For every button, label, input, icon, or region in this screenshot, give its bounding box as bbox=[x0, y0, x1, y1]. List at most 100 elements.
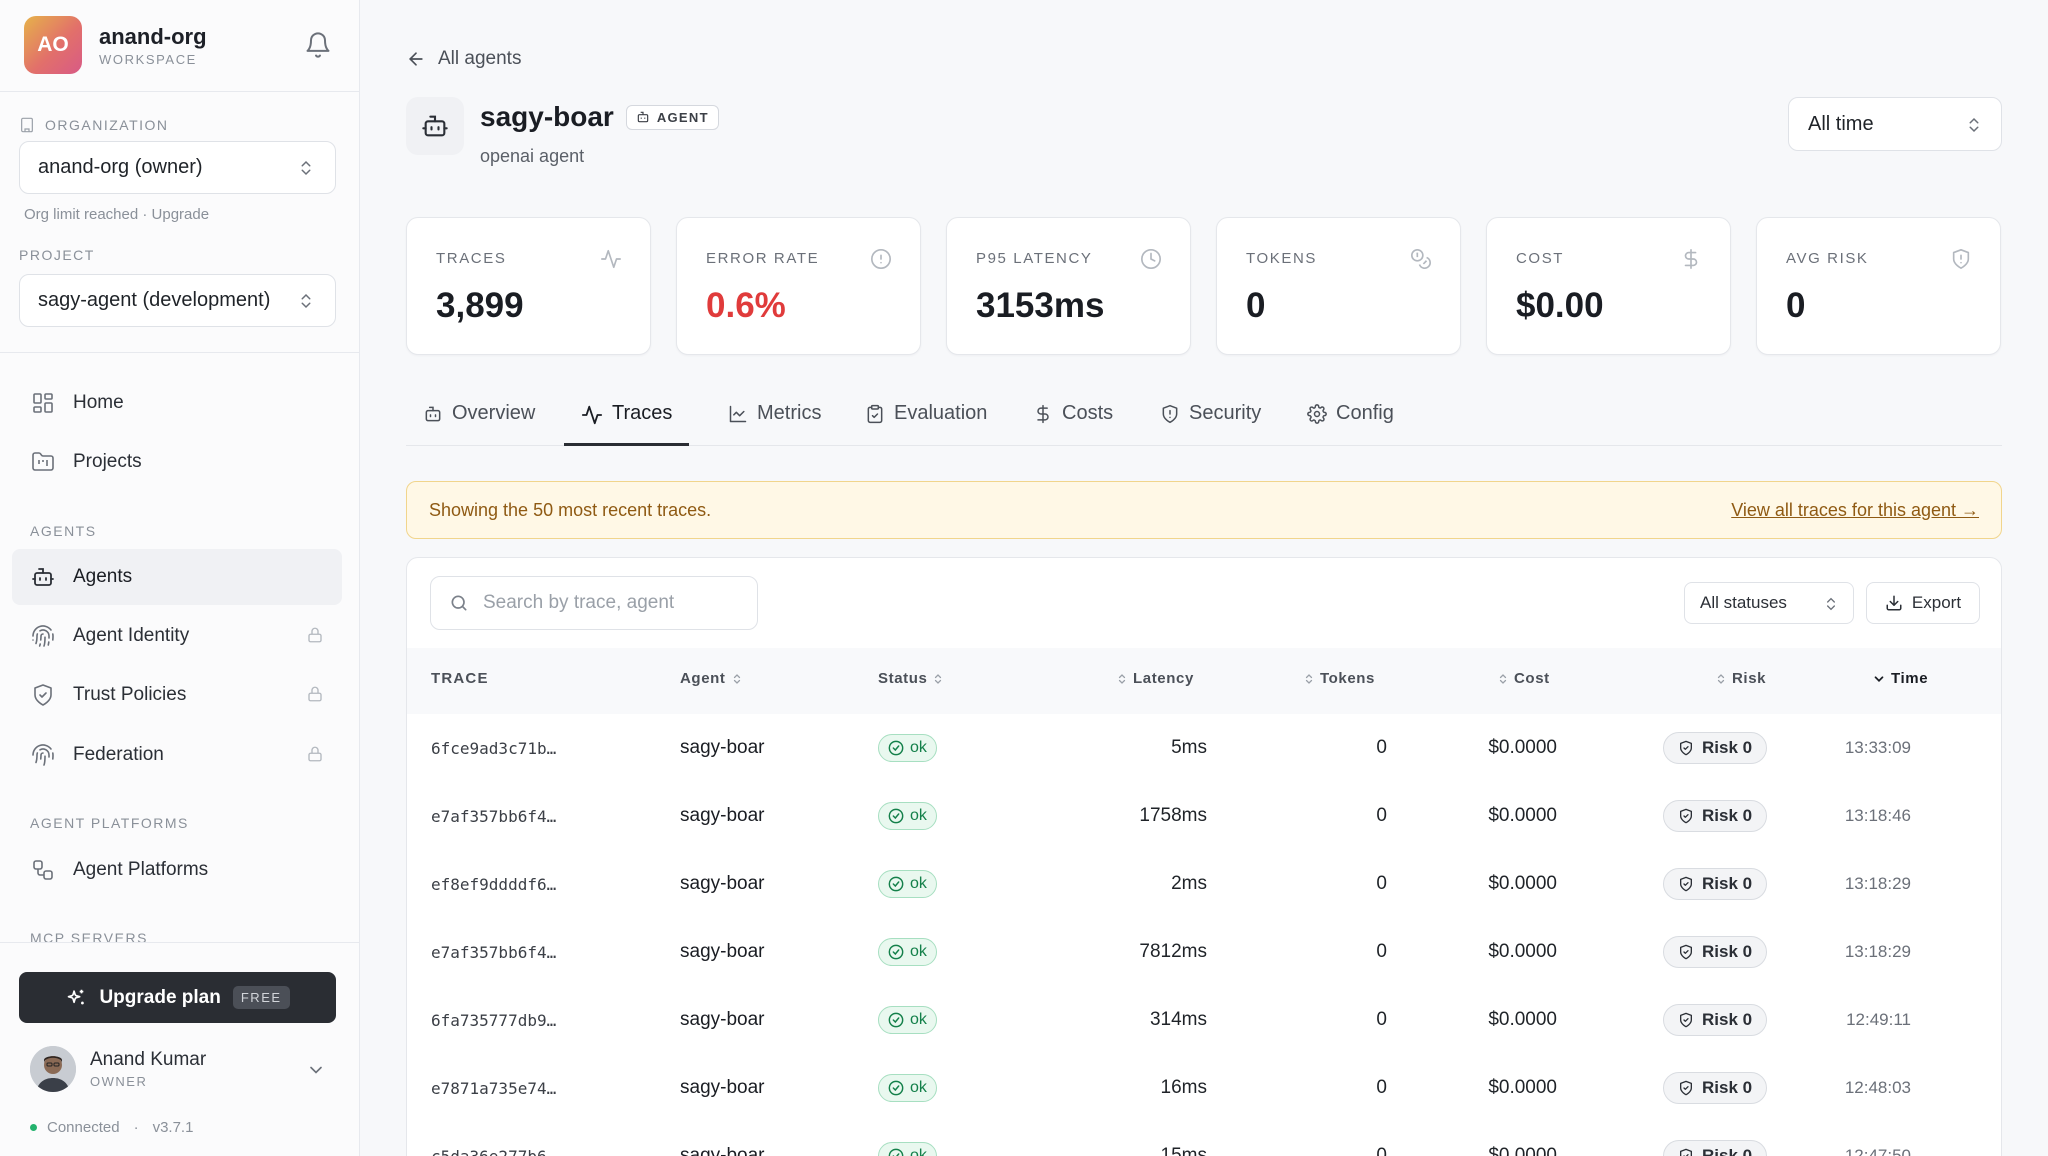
status-badge: ok bbox=[878, 802, 937, 830]
check-circle-icon bbox=[888, 876, 904, 892]
export-button[interactable]: Export bbox=[1866, 582, 1980, 624]
bell-icon[interactable] bbox=[304, 31, 332, 59]
check-circle-icon bbox=[888, 740, 904, 756]
dollar-icon bbox=[1037, 404, 1049, 424]
upgrade-plan-button[interactable]: Upgrade plan FREE bbox=[19, 972, 336, 1023]
column-time[interactable]: Time bbox=[1867, 670, 1928, 687]
tab-evaluation[interactable]: Evaluation bbox=[848, 402, 1004, 446]
chevrons-up-down-icon bbox=[1827, 597, 1835, 611]
shield-check-icon bbox=[1680, 740, 1692, 756]
column-cost[interactable]: Cost bbox=[1492, 670, 1550, 687]
shield-check-icon bbox=[1680, 808, 1692, 824]
tab-security[interactable]: Security bbox=[1143, 402, 1278, 446]
risk-badge: Risk 0 bbox=[1663, 936, 1768, 968]
risk-cell: Risk 0 bbox=[1663, 918, 1768, 986]
plan-badge: FREE bbox=[232, 986, 290, 1009]
time-value: 12:49:11 bbox=[1846, 1010, 1911, 1029]
status-badge: ok bbox=[878, 734, 937, 762]
table-row[interactable]: e7871a735e74… sagy-boar ok 16ms 0 $0.000… bbox=[407, 1054, 2001, 1122]
tab-config[interactable]: Config bbox=[1290, 402, 1411, 446]
workspace-name: anand-org bbox=[99, 23, 207, 49]
agent-subtitle: openai agent bbox=[480, 146, 585, 166]
agent-header: sagy-boar AGENT bbox=[480, 101, 719, 133]
clock-icon bbox=[1141, 249, 1161, 269]
nav-agents[interactable]: Agents bbox=[12, 549, 342, 605]
status-cell: ok bbox=[878, 918, 937, 986]
lock-icon bbox=[308, 746, 322, 762]
workspace-switcher[interactable]: AO anand-org WORKSPACE bbox=[24, 16, 336, 74]
check-circle-icon bbox=[888, 1080, 904, 1096]
view-all-traces-link[interactable]: View all traces for this agent → bbox=[1731, 499, 1979, 520]
tab-overview[interactable]: Overview bbox=[406, 402, 552, 446]
tab-costs[interactable]: Costs bbox=[1016, 402, 1130, 446]
latency-value: 314ms bbox=[1149, 1009, 1207, 1030]
trace-id[interactable]: e7871a735e74… bbox=[431, 1078, 557, 1098]
nav-projects[interactable]: Projects bbox=[12, 434, 342, 490]
column-agent[interactable]: Agent bbox=[680, 670, 748, 687]
trace-id[interactable]: e7af357bb6f4… bbox=[431, 942, 557, 962]
search-input[interactable]: Search by trace, agent bbox=[430, 576, 758, 630]
tab-metrics[interactable]: Metrics bbox=[711, 402, 838, 446]
agent-avatar bbox=[406, 97, 464, 155]
risk-cell: Risk 0 bbox=[1663, 1122, 1768, 1156]
shield-check-icon bbox=[1680, 944, 1692, 960]
time-value: 13:33:09 bbox=[1844, 738, 1911, 757]
risk-cell: Risk 0 bbox=[1663, 714, 1768, 782]
project-select[interactable]: sagy-agent (development) bbox=[19, 274, 336, 327]
back-link[interactable]: All agents bbox=[406, 48, 521, 70]
status-cell: ok bbox=[878, 782, 937, 850]
table-row[interactable]: 6fa735777db9… sagy-boar ok 314ms 0 $0.00… bbox=[407, 986, 2001, 1054]
cost-value: $0.0000 bbox=[1488, 1077, 1557, 1098]
table-row[interactable]: e7af357bb6f4… sagy-boar ok 7812ms 0 $0.0… bbox=[407, 918, 2001, 986]
lock-icon bbox=[308, 686, 322, 702]
user-menu[interactable]: Anand Kumar OWNER bbox=[30, 1046, 336, 1092]
nav-trust-policies[interactable]: Trust Policies bbox=[12, 667, 342, 723]
recent-traces-notice: Showing the 50 most recent traces. View … bbox=[406, 481, 2002, 539]
organization-select[interactable]: anand-org (owner) bbox=[19, 141, 336, 194]
table-row[interactable]: e7af357bb6f4… sagy-boar ok 1758ms 0 $0.0… bbox=[407, 782, 2001, 850]
time-value: 12:47:50 bbox=[1844, 1146, 1911, 1156]
check-circle-icon bbox=[888, 1148, 904, 1156]
download-icon bbox=[1886, 595, 1902, 611]
workspace-subtitle: WORKSPACE bbox=[99, 51, 197, 67]
check-circle-icon bbox=[888, 1012, 904, 1028]
page-title: sagy-boar bbox=[480, 101, 614, 132]
org-limit-note[interactable]: Org limit reached · Upgrade bbox=[24, 206, 210, 223]
latency-value: 16ms bbox=[1160, 1077, 1207, 1098]
traces-panel: Search by trace, agent All statuses Expo… bbox=[406, 557, 2002, 1156]
trace-id[interactable]: 6fce9ad3c71b… bbox=[431, 738, 557, 758]
shield-icon bbox=[1952, 249, 1970, 269]
tokens-value: 0 bbox=[1376, 1077, 1387, 1098]
organization-label: ORGANIZATION bbox=[19, 117, 169, 133]
trace-id[interactable]: e7af357bb6f4… bbox=[431, 806, 557, 826]
column-latency[interactable]: Latency bbox=[1111, 670, 1194, 687]
time-range-select[interactable]: All time bbox=[1788, 97, 2002, 151]
risk-badge: Risk 0 bbox=[1663, 1072, 1768, 1104]
column-tokens[interactable]: Tokens bbox=[1298, 670, 1375, 687]
trace-id[interactable]: ef8ef9ddddf6… bbox=[431, 874, 557, 894]
nav-agent-identity[interactable]: Agent Identity bbox=[12, 608, 342, 664]
shield-icon bbox=[1162, 404, 1178, 424]
nav-home[interactable]: Home bbox=[12, 375, 342, 431]
search-icon bbox=[451, 595, 467, 611]
table-row[interactable]: c5da36e277b6… sagy-boar ok 15ms 0 $0.000… bbox=[407, 1122, 2001, 1156]
check-circle-icon bbox=[888, 808, 904, 824]
column-status[interactable]: Status bbox=[878, 670, 949, 687]
trace-id[interactable]: c5da36e277b6… bbox=[431, 1146, 557, 1156]
table-row[interactable]: ef8ef9ddddf6… sagy-boar ok 2ms 0 $0.0000… bbox=[407, 850, 2001, 918]
tokens-value: 0 bbox=[1376, 1145, 1387, 1156]
latency-value: 2ms bbox=[1171, 873, 1207, 894]
tab-traces[interactable]: Traces bbox=[564, 402, 690, 446]
tokens-value: 0 bbox=[1376, 737, 1387, 758]
sort-icon bbox=[935, 673, 942, 684]
risk-badge: Risk 0 bbox=[1663, 868, 1768, 900]
agent-name: sagy-boar bbox=[680, 1145, 765, 1156]
nav-agent-platforms[interactable]: Agent Platforms bbox=[12, 842, 342, 898]
status-filter-select[interactable]: All statuses bbox=[1684, 582, 1854, 624]
mcp-servers-section-label: MCP SERVERS bbox=[30, 930, 148, 942]
column-risk[interactable]: Risk bbox=[1710, 670, 1766, 687]
trace-id[interactable]: 6fa735777db9… bbox=[431, 1010, 557, 1030]
nav-federation[interactable]: Federation bbox=[12, 727, 342, 783]
table-row[interactable]: 6fce9ad3c71b… sagy-boar ok 5ms 0 $0.0000… bbox=[407, 714, 2001, 782]
shield-check-icon bbox=[1680, 876, 1692, 892]
